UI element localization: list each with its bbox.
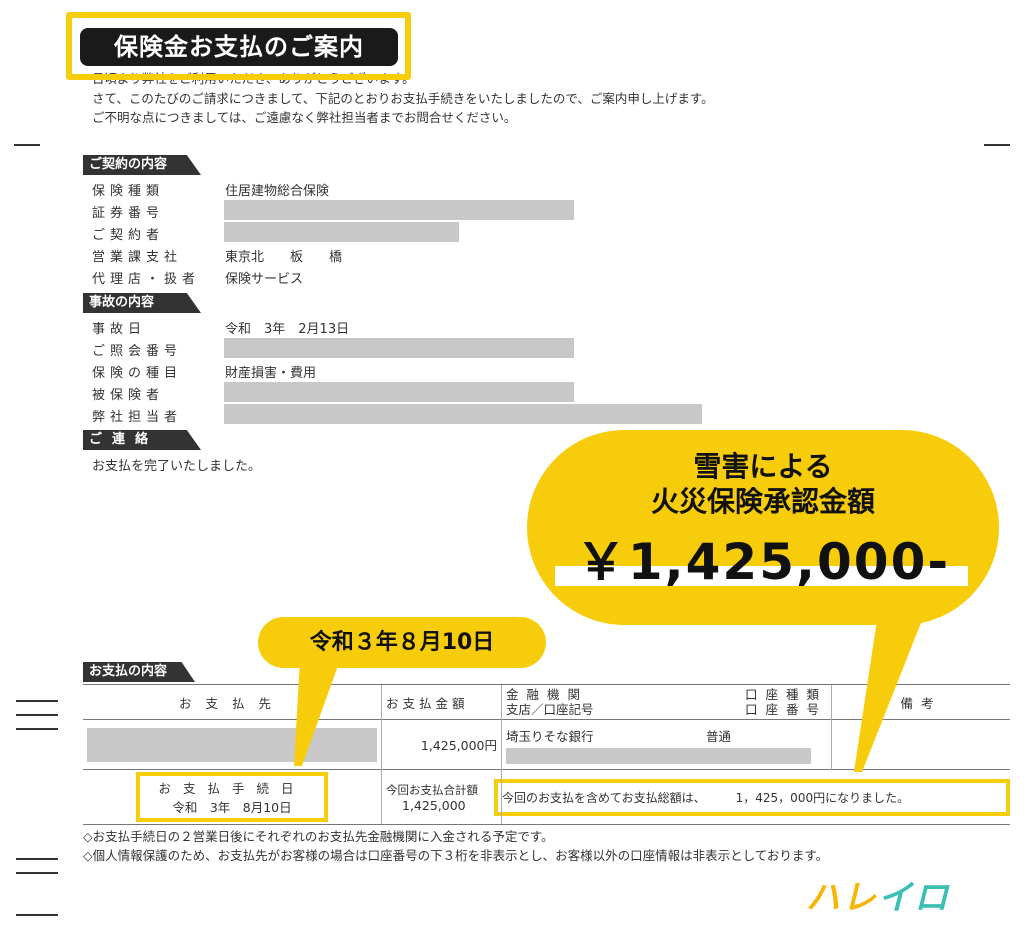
procedure-date: 令和 3年 8月10日 xyxy=(172,800,292,815)
redacted-account xyxy=(506,747,811,764)
margin-mark xyxy=(16,872,58,874)
amount-underline xyxy=(555,566,968,586)
col-account-type: 口座種類 xyxy=(744,687,827,702)
redacted-field xyxy=(224,382,574,402)
field-label: ご契約者 xyxy=(92,228,165,243)
field-label: 証券番号 xyxy=(92,206,165,221)
field-value: 令和 3年 2月13日 xyxy=(225,322,350,337)
margin-mark xyxy=(16,728,58,730)
margin-mark xyxy=(16,714,58,716)
section-accident: 事故の内容 xyxy=(83,293,201,313)
field-label: 事故日 xyxy=(92,322,147,337)
redacted-field xyxy=(224,222,459,242)
contact-text: お支払を完了いたしました。 xyxy=(92,459,262,474)
col-branch: 支店／口座記号 xyxy=(506,702,594,717)
col-bank: 金融機関 xyxy=(506,687,589,702)
section-payment: お支払の内容 xyxy=(83,662,195,682)
title-highlight xyxy=(66,12,411,80)
margin-mark xyxy=(14,144,40,146)
payment-amount: 1,425,000円 xyxy=(381,719,502,770)
procedure-label: お支払手続日 xyxy=(158,781,306,796)
note: ◇お支払手続日の２営業日後にそれぞれのお支払先金融機関に入金される予定です。 xyxy=(83,829,554,844)
margin-mark xyxy=(16,858,58,860)
callout-amount: ￥1,425,000- xyxy=(575,533,951,591)
logo: ハレイロ xyxy=(806,878,950,918)
redacted-field xyxy=(224,338,574,358)
total-amount: 1,425,000 xyxy=(402,797,466,813)
field-label: 保険の種目 xyxy=(92,366,183,381)
field-label: ご照会番号 xyxy=(92,344,183,359)
field-value: 保険サービス xyxy=(225,272,304,287)
section-contract: ご契約の内容 xyxy=(83,155,201,175)
margin-mark xyxy=(16,914,58,916)
field-label: 被保険者 xyxy=(92,388,165,403)
field-label: 代理店・扱者 xyxy=(92,272,201,287)
col-account-number: 口座番号 xyxy=(744,702,827,717)
callout-line2: 火災保険承認金額 xyxy=(650,485,875,518)
col-amount: お支払金額 xyxy=(381,684,502,720)
payment-table: お支払先 お支払金額 金融機関 口座種類支店／口座記号 口座番号 備考 1,425,… xyxy=(83,684,1010,825)
col-payee: お支払先 xyxy=(83,684,382,720)
section-contact: ご連絡 xyxy=(83,430,201,450)
redacted-field xyxy=(224,404,702,424)
field-label: 弊社担当者 xyxy=(92,410,183,425)
field-label: 営業課支社 xyxy=(92,250,183,265)
account-type: 普通 xyxy=(706,728,732,744)
redacted-field xyxy=(224,200,574,220)
intro-line: ご不明な点につきましては、ご遠慮なく弊社担当者までお問合せください。 xyxy=(92,110,517,125)
bank-name: 埼玉りそな銀行 xyxy=(506,728,594,744)
note: ◇個人情報保護のため、お支払先がお客様の場合は口座番号の下３桁を非表示とし、お客… xyxy=(83,848,829,863)
intro-line: さて、このたびのご請求につきまして、下記のとおりお支払手続きをいたしましたので、… xyxy=(92,91,714,106)
field-label: 保険種類 xyxy=(92,184,165,199)
field-value: 住居建物総合保険 xyxy=(225,184,330,199)
callout-line1: 雪害による xyxy=(693,450,833,483)
margin-mark xyxy=(984,144,1010,146)
date-callout: 令和３年８月10日 xyxy=(258,617,546,668)
field-value: 財産損害・費用 xyxy=(225,366,317,381)
col-remarks: 備考 xyxy=(831,684,1010,720)
total-message: 今回のお支払を含めてお支払総額は、 1，425，000円になりました。 xyxy=(494,778,1010,816)
redacted-payee xyxy=(87,727,377,762)
total-label: 今回お支払合計額 xyxy=(386,782,478,797)
margin-mark xyxy=(16,700,58,702)
amount-callout xyxy=(527,430,999,625)
document-title: 保険金お支払のご案内 xyxy=(80,28,398,66)
field-value: 東京北 板 橋 xyxy=(225,250,343,265)
